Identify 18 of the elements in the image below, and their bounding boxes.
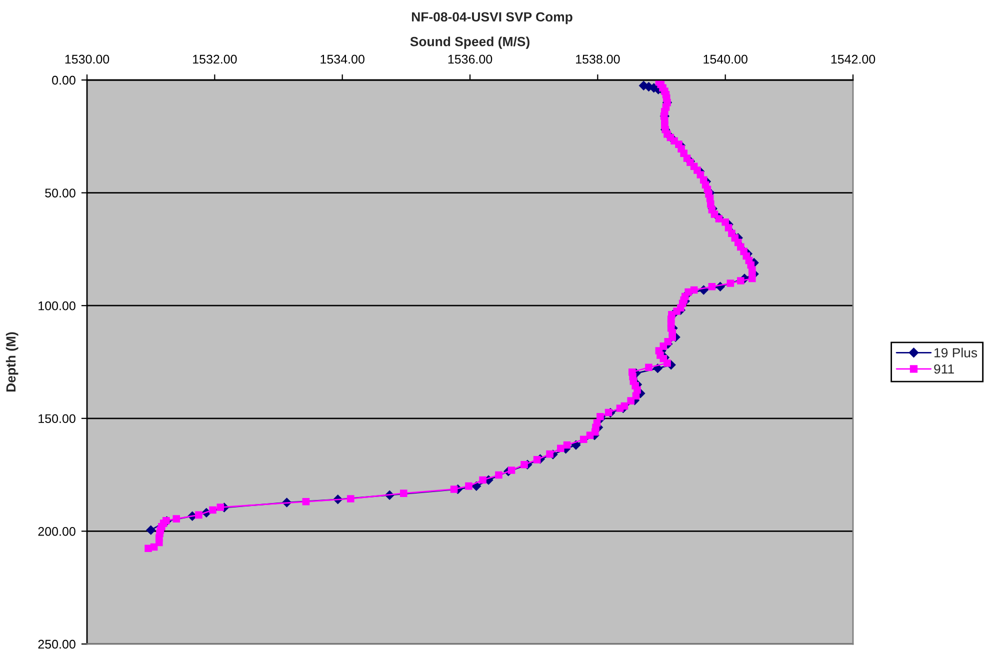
y-tick-label: 200.00 <box>38 527 76 536</box>
x-tick-label: 1530.00 <box>65 54 110 64</box>
legend-label: 911 <box>934 364 954 374</box>
y-tick-label: 0.00 <box>52 76 76 85</box>
y-tick-label: 150.00 <box>38 414 76 424</box>
x-tick-label: 1542.00 <box>831 54 876 64</box>
legend-label: 19 Plus <box>934 348 978 358</box>
y-tick-label: 250.00 <box>38 640 76 649</box>
y-tick-label: 50.00 <box>45 188 76 198</box>
y-axis-title: Depth (M) <box>6 332 18 392</box>
x-axis-title: Sound Speed (M/S) <box>410 36 530 49</box>
chart-title: NF-08-04-USVI SVP Comp <box>412 12 572 24</box>
x-tick-label: 1536.00 <box>448 54 492 64</box>
x-tick-label: 1532.00 <box>193 54 237 64</box>
x-tick-label: 1540.00 <box>704 54 748 64</box>
x-tick-label: 1538.00 <box>576 54 620 64</box>
x-tick-label: 1534.00 <box>320 54 364 64</box>
y-tick-label: 100.00 <box>38 301 76 310</box>
